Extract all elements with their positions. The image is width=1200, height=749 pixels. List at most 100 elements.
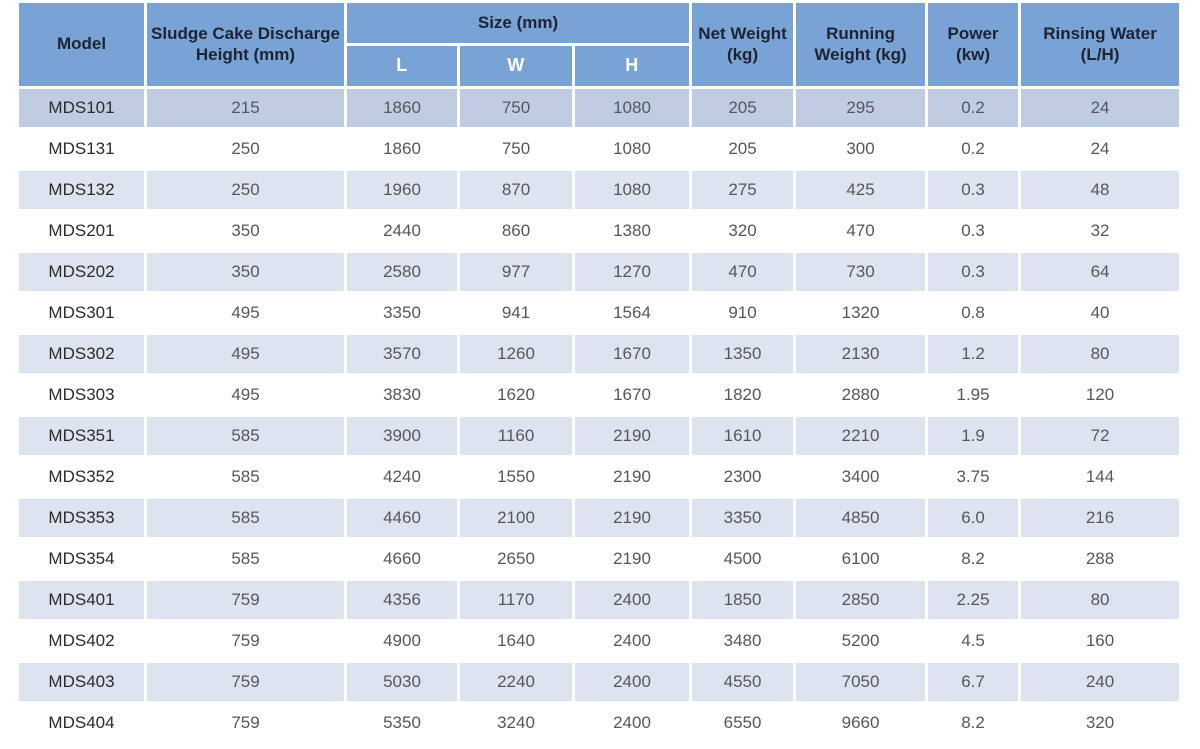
column-header-discharge-height: Sludge Cake Discharge Height (mm) [147, 3, 344, 86]
width-cell: 1640 [460, 622, 572, 660]
table-row: MDS202 350 2580 977 1270 470 730 0.3 64 [19, 253, 1180, 291]
height-cell: 1670 [575, 376, 690, 414]
discharge-height-cell: 759 [147, 663, 344, 701]
discharge-height-cell: 495 [147, 335, 344, 373]
net-weight-cell: 320 [692, 212, 794, 250]
running-weight-cell: 2880 [796, 376, 926, 414]
table-row: MDS401 759 4356 1170 2400 1850 2850 2.25… [19, 581, 1180, 619]
width-cell: 750 [460, 130, 572, 168]
model-cell: MDS303 [19, 376, 144, 414]
model-cell: MDS353 [19, 499, 144, 537]
table-row: MDS132 250 1960 870 1080 275 425 0.3 48 [19, 171, 1180, 209]
power-cell: 8.2 [928, 540, 1019, 578]
rinsing-water-cell: 40 [1021, 294, 1180, 332]
net-weight-cell: 275 [692, 171, 794, 209]
table-row: MDS402 759 4900 1640 2400 3480 5200 4.5 … [19, 622, 1180, 660]
model-cell: MDS402 [19, 622, 144, 660]
table-row: MDS403 759 5030 2240 2400 4550 7050 6.7 … [19, 663, 1180, 701]
rinsing-water-cell: 24 [1021, 89, 1180, 127]
power-cell: 4.5 [928, 622, 1019, 660]
height-cell: 2190 [575, 417, 690, 455]
running-weight-cell: 2130 [796, 335, 926, 373]
height-cell: 1080 [575, 89, 690, 127]
table-row: MDS351 585 3900 1160 2190 1610 2210 1.9 … [19, 417, 1180, 455]
column-header-model: Model [19, 3, 144, 86]
width-cell: 2240 [460, 663, 572, 701]
spec-table: Model Sludge Cake Discharge Height (mm) … [16, 0, 1182, 745]
width-cell: 870 [460, 171, 572, 209]
discharge-height-cell: 215 [147, 89, 344, 127]
discharge-height-cell: 350 [147, 253, 344, 291]
rinsing-water-cell: 64 [1021, 253, 1180, 291]
height-cell: 2400 [575, 581, 690, 619]
model-cell: MDS404 [19, 704, 144, 742]
table-row: MDS303 495 3830 1620 1670 1820 2880 1.95… [19, 376, 1180, 414]
length-cell: 4356 [347, 581, 457, 619]
length-cell: 1860 [347, 89, 457, 127]
net-weight-cell: 470 [692, 253, 794, 291]
running-weight-cell: 1320 [796, 294, 926, 332]
table-row: MDS353 585 4460 2100 2190 3350 4850 6.0 … [19, 499, 1180, 537]
running-weight-cell: 5200 [796, 622, 926, 660]
net-weight-cell: 1350 [692, 335, 794, 373]
length-cell: 3900 [347, 417, 457, 455]
height-cell: 2400 [575, 622, 690, 660]
rinsing-water-cell: 320 [1021, 704, 1180, 742]
column-header-size: Size (mm) [347, 3, 690, 43]
table-row: MDS101 215 1860 750 1080 205 295 0.2 24 [19, 89, 1180, 127]
width-cell: 1160 [460, 417, 572, 455]
discharge-height-cell: 585 [147, 417, 344, 455]
width-cell: 860 [460, 212, 572, 250]
length-cell: 3350 [347, 294, 457, 332]
width-cell: 1170 [460, 581, 572, 619]
running-weight-cell: 470 [796, 212, 926, 250]
height-cell: 2190 [575, 458, 690, 496]
rinsing-water-cell: 48 [1021, 171, 1180, 209]
table-row: MDS354 585 4660 2650 2190 4500 6100 8.2 … [19, 540, 1180, 578]
table-row: MDS131 250 1860 750 1080 205 300 0.2 24 [19, 130, 1180, 168]
rinsing-water-cell: 120 [1021, 376, 1180, 414]
running-weight-cell: 295 [796, 89, 926, 127]
discharge-height-cell: 585 [147, 458, 344, 496]
net-weight-cell: 3480 [692, 622, 794, 660]
length-cell: 2440 [347, 212, 457, 250]
length-cell: 3570 [347, 335, 457, 373]
height-cell: 1564 [575, 294, 690, 332]
width-cell: 2650 [460, 540, 572, 578]
width-cell: 977 [460, 253, 572, 291]
model-cell: MDS301 [19, 294, 144, 332]
model-cell: MDS132 [19, 171, 144, 209]
height-cell: 1380 [575, 212, 690, 250]
height-cell: 2190 [575, 540, 690, 578]
length-cell: 5030 [347, 663, 457, 701]
length-cell: 1860 [347, 130, 457, 168]
length-cell: 2580 [347, 253, 457, 291]
length-cell: 4660 [347, 540, 457, 578]
rinsing-water-cell: 216 [1021, 499, 1180, 537]
power-cell: 0.8 [928, 294, 1019, 332]
power-cell: 6.7 [928, 663, 1019, 701]
running-weight-cell: 4850 [796, 499, 926, 537]
discharge-height-cell: 250 [147, 171, 344, 209]
length-cell: 4900 [347, 622, 457, 660]
column-header-running-weight: Running Weight (kg) [796, 3, 926, 86]
model-cell: MDS351 [19, 417, 144, 455]
running-weight-cell: 300 [796, 130, 926, 168]
running-weight-cell: 6100 [796, 540, 926, 578]
net-weight-cell: 1610 [692, 417, 794, 455]
length-cell: 5350 [347, 704, 457, 742]
running-weight-cell: 3400 [796, 458, 926, 496]
power-cell: 1.2 [928, 335, 1019, 373]
rinsing-water-cell: 80 [1021, 581, 1180, 619]
table-row: MDS201 350 2440 860 1380 320 470 0.3 32 [19, 212, 1180, 250]
rinsing-water-cell: 240 [1021, 663, 1180, 701]
column-header-net-weight: Net Weight (kg) [692, 3, 794, 86]
width-cell: 1620 [460, 376, 572, 414]
height-cell: 2190 [575, 499, 690, 537]
width-cell: 2100 [460, 499, 572, 537]
model-cell: MDS352 [19, 458, 144, 496]
rinsing-water-cell: 80 [1021, 335, 1180, 373]
net-weight-cell: 6550 [692, 704, 794, 742]
discharge-height-cell: 495 [147, 294, 344, 332]
